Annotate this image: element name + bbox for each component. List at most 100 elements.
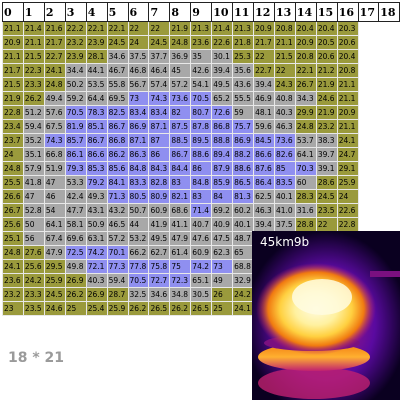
- column-header: 12: [253, 2, 275, 22]
- temperature-cell: 72.1: [85, 259, 108, 274]
- temperature-cell: 25: [211, 301, 234, 316]
- temperature-cell: 69.5: [106, 91, 129, 106]
- temperature-cell: 70.5: [127, 273, 150, 288]
- temperature-cell: 70.3: [294, 161, 317, 176]
- temperature-cell: 41.8: [22, 175, 45, 190]
- temperature-cell: 87: [148, 133, 171, 148]
- table-row: 23 23.5 24.6 25 25.4 25.9 26.2 26.5 26.2 26.5 25 24…: [2, 301, 400, 316]
- temperature-cell: 30.5: [190, 287, 213, 302]
- temperature-cell: 88.8: [211, 133, 234, 148]
- temperature-cell: 48.1: [253, 105, 275, 120]
- temperature-cell: 72.5: [64, 245, 87, 260]
- temperature-cell: 47: [22, 189, 45, 204]
- table-row: 25.6 50 64.1 58.1 50.9 46.5 44 41.9 41.1 40.7 40.9…: [2, 217, 400, 232]
- temperature-cell: 20.9: [294, 35, 317, 50]
- temperature-cell: 20.8: [273, 21, 296, 36]
- temperature-cell: 57.2: [106, 231, 129, 246]
- temperature-cell: 20.6: [336, 35, 359, 50]
- temperature-cell: 22.8: [336, 217, 359, 232]
- temperature-cell: 62.3: [211, 245, 234, 260]
- table-row: 21.9 26.2 49.4 59.2 64.4 69.5 73 74.3 73.6 70.5 65…: [2, 91, 400, 106]
- temperature-cell: 21.5: [22, 49, 45, 64]
- temperature-cell: 20.5: [315, 35, 338, 50]
- temperature-cell: 59: [232, 105, 255, 120]
- temperature-cell: 42.6: [190, 63, 213, 78]
- temperature-cell: 23.5: [22, 301, 45, 316]
- temperature-cell: 49.8: [64, 259, 87, 274]
- temperature-cell: 86: [148, 147, 171, 162]
- temperature-cell: 21.6: [43, 21, 66, 36]
- temperature-cell: 25.5: [2, 175, 24, 190]
- header-row: 0 1 2 3 4 5 6 7 8 9 10 11 12 13 14 15 16 17 18: [2, 2, 400, 22]
- temperature-cell: 21.4: [211, 21, 234, 36]
- temperature-cell: 24.6: [315, 91, 338, 106]
- table-row: 22.8 51.2 57.6 70.5 78.3 82.5 83.4 83.4 82 80.7 72…: [2, 105, 400, 120]
- temperature-cell: 86.8: [211, 119, 234, 134]
- temperature-cell: 51.9: [43, 161, 66, 176]
- thermal-heatmap-graphic: [252, 231, 400, 400]
- temperature-cell: 86.7: [85, 133, 108, 148]
- temperature-cell: 70.1: [106, 245, 129, 260]
- temperature-cell: 85.3: [85, 161, 108, 176]
- temperature-cell: 32.5: [127, 287, 150, 302]
- temperature-cell: 60.9: [148, 203, 171, 218]
- temperature-cell: 64.4: [85, 91, 108, 106]
- temperature-cell: 24.1: [232, 301, 255, 316]
- temperature-cell: 79.3: [64, 161, 87, 176]
- temperature-cell: 24.8: [2, 245, 24, 260]
- temperature-cell: 21.9: [2, 91, 24, 106]
- temperature-cell: 29.5: [43, 259, 66, 274]
- temperature-cell: 21.7: [253, 35, 275, 50]
- temperature-cell: 82: [169, 105, 192, 120]
- temperature-cell: 87.8: [190, 119, 213, 134]
- temperature-cell: 74.2: [190, 259, 213, 274]
- temperature-cell: 43.2: [106, 203, 129, 218]
- temperature-cell: 21.1: [336, 77, 359, 92]
- temperature-cell: 21.1: [336, 91, 359, 106]
- temperature-cell: 84.8: [127, 161, 150, 176]
- temperature-cell: 49.3: [85, 189, 108, 204]
- temperature-cell: 21.1: [2, 49, 24, 64]
- column-header: 7: [148, 2, 171, 22]
- temperature-cell: 86.4: [253, 175, 275, 190]
- temperature-cell: 21.9: [169, 21, 192, 36]
- temperature-cell: 25.9: [43, 273, 66, 288]
- temperature-cell: 72.3: [169, 273, 192, 288]
- temperature-cell: 23.3: [22, 287, 45, 302]
- temperature-cell: 20.4: [294, 21, 317, 36]
- temperature-cell: 34.8: [169, 287, 192, 302]
- temperature-cell: 75.7: [232, 119, 255, 134]
- temperature-cell: 59.4: [22, 119, 45, 134]
- temperature-cell: 50.2: [64, 77, 87, 92]
- temperature-cell: 37.5: [273, 217, 296, 232]
- temperature-cell: 37.7: [148, 49, 171, 64]
- temperature-cell: 86.3: [127, 147, 150, 162]
- temperature-cell: 83.5: [273, 175, 296, 190]
- table-row: 21.7 22.3 24.1 34.4 44.1 46.7 46.8 46.4 45 42.6 39…: [2, 63, 400, 78]
- table-row: 24 35.1 66.8 86.1 86.6 86.2 86.3 86 86.7 88.6 89.4…: [2, 147, 400, 162]
- temperature-cell: 40.9: [211, 217, 234, 232]
- temperature-cell: 28.8: [294, 217, 317, 232]
- temperature-cell: 22: [253, 49, 275, 64]
- temperature-cell: 46.8: [127, 63, 150, 78]
- temperature-cell: 46.7: [106, 63, 129, 78]
- temperature-cell: 56: [22, 231, 45, 246]
- temperature-cell: 28.7: [106, 287, 129, 302]
- temperature-cell: 86: [190, 161, 213, 176]
- temperature-cell: 74.2: [85, 245, 108, 260]
- temperature-cell: 23.2: [2, 287, 24, 302]
- temperature-cell: 53.7: [294, 133, 317, 148]
- temperature-cell: 21.1: [273, 35, 296, 50]
- temperature-cell: 83.4: [127, 105, 150, 120]
- temperature-cell: 24.1: [336, 133, 359, 148]
- table-row: 21.5 23.3 24.8 50.2 53.5 55.8 56.7 57.4 57.2 54.1…: [2, 77, 400, 92]
- temperature-cell: 26.2: [22, 91, 45, 106]
- column-header: 14: [294, 2, 317, 22]
- temperature-cell: 60.9: [190, 245, 213, 260]
- temperature-cell: 65: [232, 245, 255, 260]
- temperature-cell: 70.5: [64, 105, 87, 120]
- temperature-cell: 62.7: [148, 245, 171, 260]
- temperature-cell: 83.4: [148, 105, 171, 120]
- temperature-cell: 21.5: [273, 49, 296, 64]
- temperature-cell: 25.3: [232, 49, 255, 64]
